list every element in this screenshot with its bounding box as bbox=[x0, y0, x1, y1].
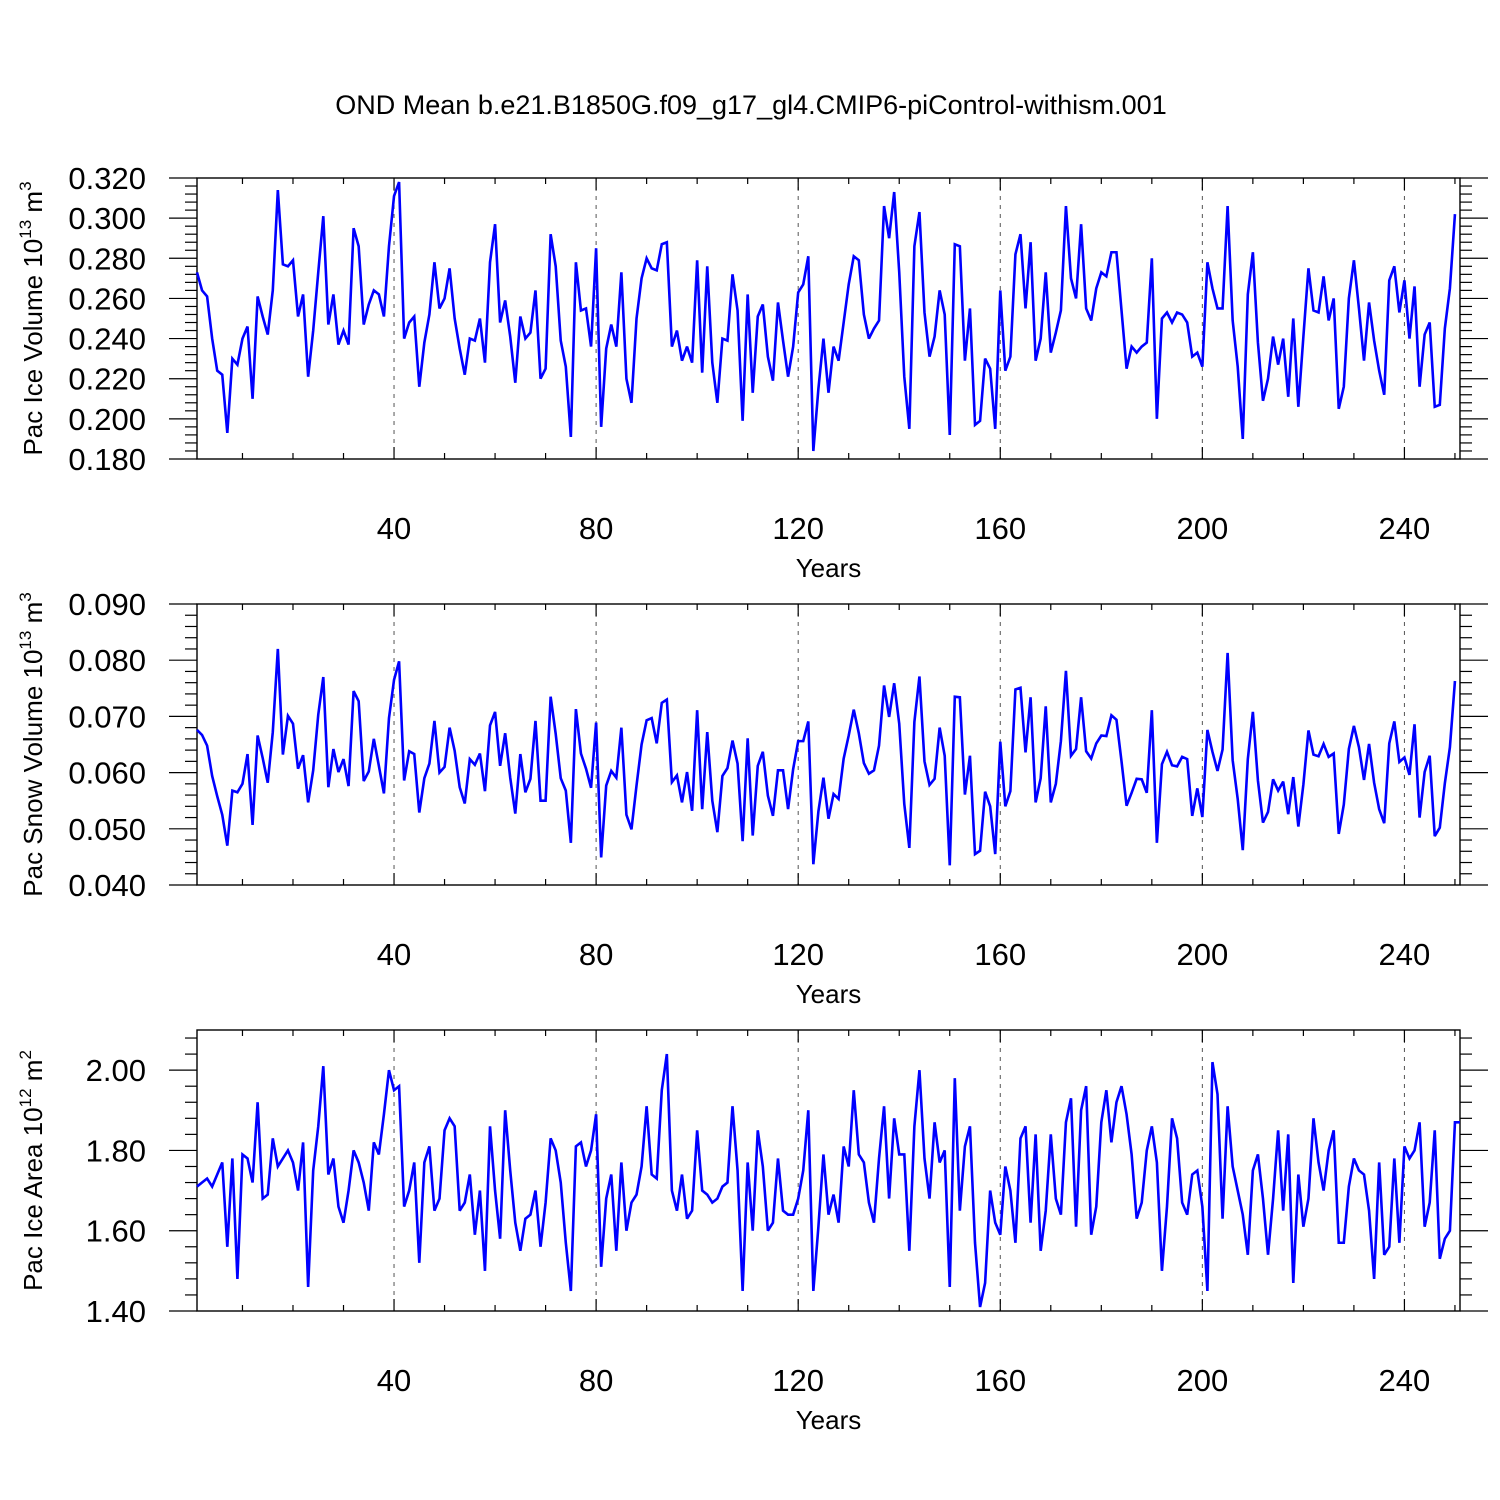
y-tick-label: 0.240 bbox=[68, 322, 146, 357]
x-tick-label: 40 bbox=[377, 937, 411, 972]
pac-ice-volume-panel: 40 80 120 160 200 240 0.180 0.200 0.220 0.240 0.26… bbox=[16, 161, 1488, 583]
y-tick-label: 2.00 bbox=[86, 1053, 146, 1088]
y-tick-label: 0.040 bbox=[68, 868, 146, 903]
x-tick-label: 160 bbox=[974, 511, 1026, 546]
y-tick-label: 0.080 bbox=[68, 643, 146, 678]
y-tick-label: 0.220 bbox=[68, 362, 146, 397]
x-axis-label: Years bbox=[796, 1405, 862, 1435]
y-tick-label: 0.090 bbox=[68, 587, 146, 622]
plot-frame bbox=[196, 177, 1461, 460]
x-tick-label: 40 bbox=[377, 511, 411, 546]
y-tick-label: 0.280 bbox=[68, 241, 146, 276]
plot-frame bbox=[196, 1029, 1461, 1312]
y-tick-label: 1.80 bbox=[86, 1133, 146, 1168]
x-tick-label: 120 bbox=[772, 1363, 824, 1398]
x-tick-label: 200 bbox=[1176, 1363, 1228, 1398]
y-tick-label: 0.180 bbox=[68, 442, 146, 477]
x-tick-label: 200 bbox=[1176, 511, 1228, 546]
y-tick-label: 0.300 bbox=[68, 201, 146, 236]
x-tick-label: 80 bbox=[579, 511, 613, 546]
x-tick-label: 80 bbox=[579, 937, 613, 972]
y-tick-label: 1.40 bbox=[86, 1294, 146, 1329]
y-tick-label: 1.60 bbox=[86, 1214, 146, 1249]
x-tick-label: 240 bbox=[1379, 937, 1431, 972]
x-tick-label: 240 bbox=[1379, 511, 1431, 546]
pac-ice-area-series-line bbox=[196, 1053, 1460, 1308]
x-tick-label: 160 bbox=[974, 937, 1026, 972]
y-tick-label: 0.070 bbox=[68, 699, 146, 734]
x-axis-label: Years bbox=[796, 979, 862, 1009]
x-tick-label: 240 bbox=[1379, 1363, 1431, 1398]
x-tick-label: 200 bbox=[1176, 937, 1228, 972]
x-tick-label: 40 bbox=[377, 1363, 411, 1398]
y-axis-label: Pac Ice Volume 1013 m3 bbox=[16, 181, 48, 455]
y-tick-label: 0.260 bbox=[68, 281, 146, 316]
x-tick-label: 160 bbox=[974, 1363, 1026, 1398]
y-tick-label: 0.050 bbox=[68, 812, 146, 847]
y-tick-label: 0.200 bbox=[68, 402, 146, 437]
pac-ice-volume-series-line bbox=[195, 181, 1457, 452]
y-tick-label: 0.320 bbox=[68, 161, 146, 196]
pac-snow-volume-panel: 40 80 120 160 200 240 0.040 0.050 0.060 0.070 0.08… bbox=[16, 587, 1488, 1009]
x-tick-label: 120 bbox=[772, 937, 824, 972]
y-axis-label: Pac Ice Area 1012 m2 bbox=[16, 1050, 48, 1291]
figure-title: OND Mean b.e21.B1850G.f09_g17_gl4.CMIP6-… bbox=[335, 90, 1166, 120]
y-tick-label: 0.060 bbox=[68, 756, 146, 791]
pac-ice-area-panel: 40 80 120 160 200 240 1.40 1.60 1.80 2.00 Years Pac… bbox=[16, 1029, 1488, 1435]
y-axis-label: Pac Snow Volume 1013 m3 bbox=[16, 592, 48, 896]
plot-frame bbox=[196, 603, 1461, 886]
pac-snow-volume-series-line bbox=[196, 648, 1457, 866]
x-tick-label: 120 bbox=[772, 511, 824, 546]
x-axis-label: Years bbox=[796, 553, 862, 583]
x-tick-label: 80 bbox=[579, 1363, 613, 1398]
